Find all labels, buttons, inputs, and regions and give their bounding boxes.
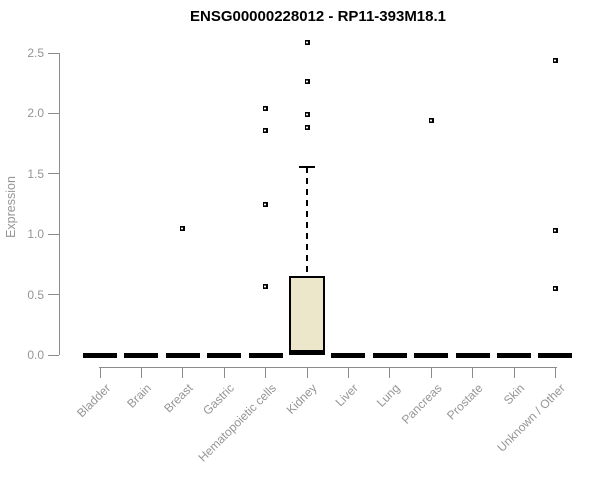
median-bar (455, 352, 490, 358)
outlier-point (263, 127, 269, 133)
median-bar (248, 352, 283, 358)
median-bar (372, 352, 407, 358)
chart-title: ENSG00000228012 - RP11-393M18.1 (189, 8, 447, 25)
outlier-point (263, 106, 269, 112)
x-axis-tick (430, 367, 432, 378)
x-axis-tick (99, 367, 101, 378)
x-axis-category-label: Skin (500, 381, 527, 408)
x-axis-tick (389, 367, 391, 378)
outlier-point (428, 118, 434, 124)
y-axis-tick (48, 52, 59, 54)
median-bar (290, 350, 324, 356)
y-axis-tick-label: 0.5 (27, 287, 44, 302)
y-axis-tick-label: 0.0 (27, 348, 44, 362)
median-bar (124, 352, 159, 358)
x-axis-category-label: Liver (333, 381, 362, 410)
y-axis-tick (48, 294, 59, 296)
whisker-cap (299, 165, 315, 168)
y-axis-tick (48, 233, 59, 235)
x-axis-category-label: Bladder (73, 381, 113, 421)
x-axis-category-label: Pancreas (398, 381, 445, 427)
outlier-point (304, 79, 310, 85)
x-axis-category-label: Kidney (284, 381, 320, 417)
outlier-point (552, 57, 558, 63)
x-axis-tick (347, 367, 349, 378)
y-axis-tick (48, 173, 59, 175)
median-bar (538, 352, 573, 358)
x-axis-tick (554, 367, 556, 378)
median-bar (331, 352, 366, 358)
outlier-point (552, 286, 558, 292)
x-axis-tick (513, 367, 515, 378)
y-axis-tick-label: 2.0 (27, 106, 44, 121)
median-bar (83, 352, 117, 358)
median-bar (207, 352, 242, 358)
x-axis-category-label: Brain (124, 381, 155, 411)
x-axis-category-label: Hematopoietic cells (195, 381, 279, 465)
x-axis-tick (182, 367, 184, 378)
y-axis-line (59, 53, 60, 355)
x-axis-category-label: Lung (373, 381, 403, 410)
y-axis-tick-label: 1.5 (27, 166, 44, 181)
outlier-point (304, 39, 310, 45)
median-bar (165, 352, 200, 358)
y-axis-tick (48, 112, 59, 114)
outlier-point (180, 225, 186, 231)
x-axis-tick (265, 367, 267, 378)
x-axis-category-label: Gastric (200, 381, 238, 418)
box-iqr (289, 276, 325, 355)
median-bar (497, 352, 531, 358)
outlier-point (263, 201, 269, 207)
outlier-point (263, 283, 269, 289)
x-axis-tick (140, 367, 142, 378)
x-axis-tick (306, 367, 308, 378)
y-axis-tick-label: 1.0 (27, 227, 44, 242)
y-axis-tick-label: 2.5 (27, 46, 44, 60)
x-axis-line (99, 367, 557, 368)
x-axis-tick (223, 367, 225, 378)
outlier-point (552, 228, 558, 234)
median-bar (414, 352, 449, 358)
outlier-point (304, 112, 310, 118)
whisker-line (306, 166, 308, 277)
outlier-point (304, 125, 310, 131)
x-axis-category-label: Breast (161, 381, 196, 416)
x-axis-category-label: Prostate (443, 381, 486, 423)
y-axis-tick (48, 354, 59, 356)
x-axis-tick (472, 367, 474, 378)
